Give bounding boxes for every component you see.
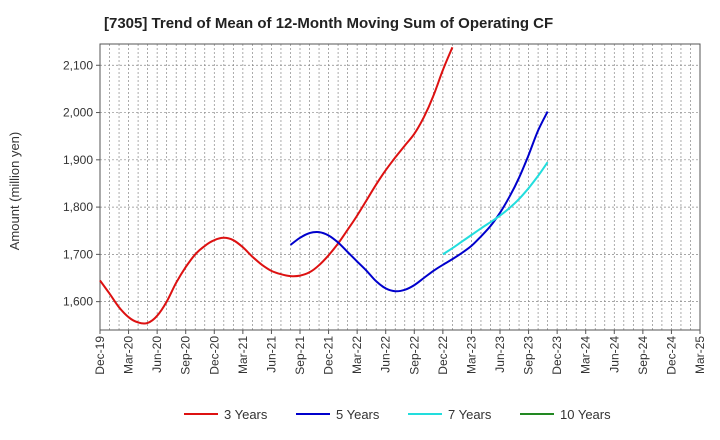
x-tick-label: Mar-22	[350, 336, 364, 374]
chart-title: [7305] Trend of Mean of 12-Month Moving …	[104, 15, 553, 32]
legend: 3 Years 5 Years 7 Years 10 Years	[184, 407, 611, 422]
x-tick-label: Dec-20	[207, 336, 221, 375]
x-tick-label: Mar-23	[464, 336, 478, 374]
series-line-3-years	[99, 46, 454, 325]
x-tick-label: Sep-22	[407, 336, 421, 375]
x-tick-label: Jun-21	[264, 336, 278, 373]
x-tick-label: Mar-24	[579, 336, 593, 374]
legend-label: 5 Years	[336, 407, 380, 422]
x-tick-label: Mar-20	[122, 336, 136, 374]
series-line-5-years	[289, 111, 549, 293]
grid	[100, 44, 700, 330]
x-tick-label: Sep-20	[179, 336, 193, 375]
x-tick-label: Sep-23	[522, 336, 536, 375]
x-tick-label: Jun-20	[150, 336, 164, 373]
x-tick-label: Mar-21	[236, 336, 250, 374]
x-axis: Dec-19 Mar-20 Jun-20 Sep-20 Dec-20 Mar-21 Jun-…	[93, 330, 707, 375]
x-tick-label: Dec-19	[93, 336, 107, 375]
y-axis: 1,600 1,700 1,800 1,900 2,000 2,100	[63, 58, 100, 309]
y-tick-label: 1,800	[63, 200, 93, 214]
legend-label: 7 Years	[448, 407, 492, 422]
y-tick-label: 2,100	[63, 58, 93, 72]
y-tick-label: 1,600	[63, 295, 93, 309]
x-tick-label: Mar-25	[693, 336, 707, 374]
plot-frame	[99, 43, 701, 331]
x-tick-label: Jun-23	[493, 336, 507, 373]
x-tick-label: Dec-24	[664, 336, 678, 375]
x-tick-label: Sep-24	[636, 336, 650, 375]
y-tick-label: 1,900	[63, 153, 93, 167]
x-tick-label: Dec-22	[436, 336, 450, 375]
x-tick-label: Jun-22	[379, 336, 393, 373]
legend-label: 10 Years	[560, 407, 611, 422]
y-tick-label: 2,000	[63, 106, 93, 120]
series-line-7-years	[442, 161, 549, 256]
y-tick-label: 1,700	[63, 247, 93, 261]
x-tick-label: Dec-21	[322, 336, 336, 375]
legend-label: 3 Years	[224, 407, 268, 422]
series-layer	[99, 46, 549, 325]
y-axis-label: Amount (million yen)	[7, 132, 22, 251]
x-tick-label: Jun-24	[607, 336, 621, 373]
x-tick-label: Sep-21	[293, 336, 307, 375]
x-tick-label: Dec-23	[550, 336, 564, 375]
